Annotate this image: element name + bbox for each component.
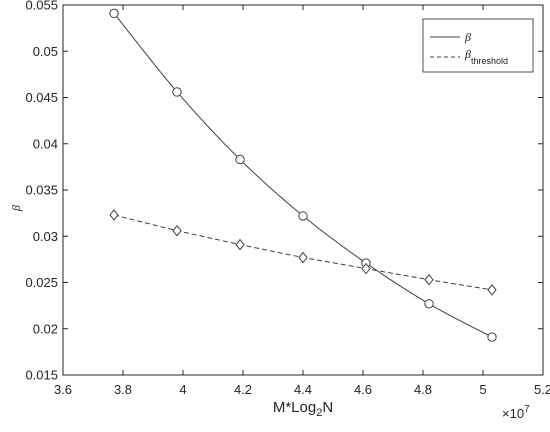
data-point-beta-threshold: [172, 224, 182, 237]
y-axis-label: β: [9, 205, 23, 212]
x-tick-label: 4.6: [354, 382, 372, 397]
data-point-beta: [109, 8, 119, 19]
y-axis-ticks: 0.015 0.02 0.025 0.03 0.035 0.04 0.045 0.05 0.05…: [25, 0, 543, 383]
x-axis-multiplier: ×107: [502, 404, 530, 421]
x-tick-label: 5.2: [534, 382, 550, 397]
y-tick-label: 0.045: [25, 90, 58, 105]
x-axis-ticks: 3.6 3.8 4 4.2 4.4 4.6 4.8 5 5.2: [54, 5, 550, 397]
legend-box: [422, 18, 534, 73]
y-tick-label: 0.015: [25, 368, 58, 383]
y-tick-label: 0.02: [33, 321, 58, 336]
y-tick-label: 0.035: [25, 183, 58, 198]
x-tick-label: 4.8: [414, 382, 432, 397]
x-tick-label: 3.8: [114, 382, 132, 397]
x-tick-label: 3.6: [54, 382, 72, 397]
data-point-beta-threshold: [109, 209, 119, 221]
legend-label-beta: β: [464, 30, 471, 44]
x-tick-label: 5: [479, 382, 486, 397]
data-point-beta-threshold: [487, 284, 497, 296]
data-point-beta-threshold: [298, 251, 308, 264]
y-tick-label: 0.055: [25, 0, 58, 13]
data-point-beta: [424, 299, 434, 309]
data-point-beta-threshold: [361, 262, 371, 275]
legend: β βthreshold: [422, 18, 534, 73]
data-point-beta-threshold: [235, 238, 245, 251]
data-point-beta: [235, 154, 245, 165]
x-tick-label: 4.4: [294, 382, 312, 397]
y-tick-label: 0.025: [25, 275, 58, 290]
y-tick-label: 0.05: [33, 44, 58, 59]
x-tick-label: 4: [179, 382, 186, 397]
data-point-beta: [298, 211, 308, 221]
y-tick-label: 0.04: [33, 136, 58, 151]
series-layer: [109, 8, 497, 342]
x-axis-label: M*Log2N: [273, 399, 333, 419]
y-tick-label: 0.03: [33, 229, 58, 244]
data-point-beta-threshold: [424, 273, 434, 286]
x-tick-label: 4.2: [234, 382, 252, 397]
data-point-beta: [487, 332, 497, 342]
data-point-beta: [172, 87, 182, 97]
legend-label-beta-threshold: βthreshold: [464, 47, 508, 66]
